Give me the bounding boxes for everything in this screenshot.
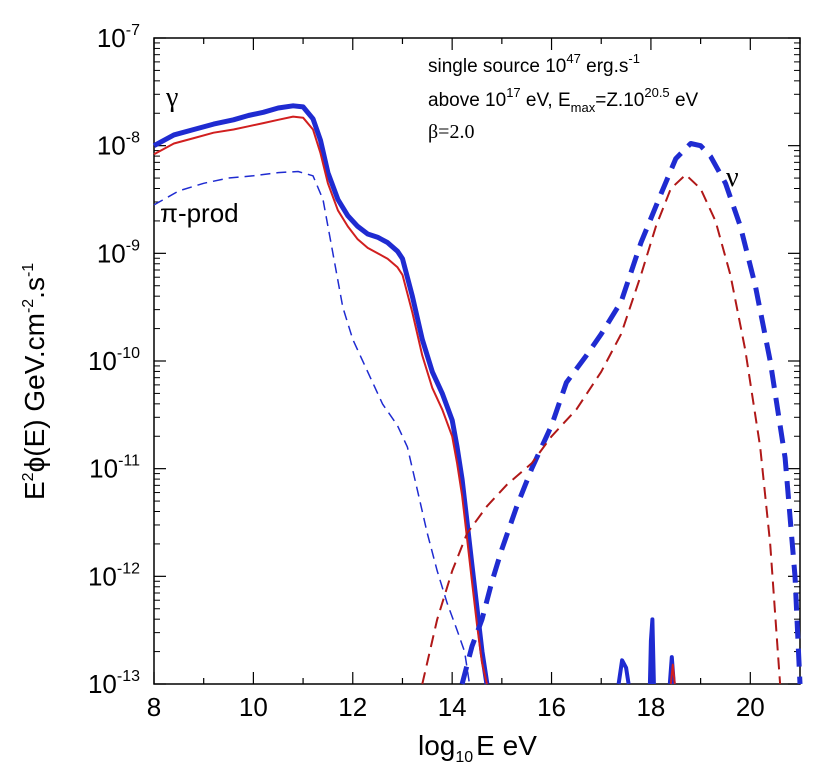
label-pi-prod: π-prod (160, 198, 239, 228)
x-tick-label: 8 (147, 692, 161, 722)
series-line-0 (152, 103, 490, 685)
x-tick-label: 12 (338, 692, 367, 722)
y-tick-label: 10-11 (89, 453, 140, 484)
annotation-beta: β=2.0 (428, 121, 474, 143)
series-line-8 (669, 663, 676, 685)
x-tick-label: 18 (636, 692, 665, 722)
x-tick-label: 10 (239, 692, 268, 722)
series-group (152, 103, 803, 685)
y-tick-label: 10-8 (97, 130, 140, 161)
series-line-1 (153, 115, 488, 685)
series-line-5 (616, 658, 631, 685)
y-tick-label: 10-12 (88, 560, 140, 591)
label-gamma: γ (165, 82, 178, 113)
x-tick-labels: 8 10 12 14 16 18 20 (147, 692, 765, 722)
x-tick-label: 20 (736, 692, 765, 722)
series-line-2 (153, 170, 471, 685)
series-line-3 (459, 141, 803, 685)
series-line-6 (647, 617, 656, 685)
y-tick-label: 10-7 (97, 22, 140, 53)
x-tick-label: 16 (537, 692, 566, 722)
series-line-4 (421, 173, 782, 685)
y-tick-labels: 10-7 10-8 10-9 10-10 10-11 10-12 10-13 (88, 22, 140, 699)
y-tick-label: 10-9 (97, 237, 140, 268)
annotation-source-luminosity: single source 1047 erg.s-1 (428, 51, 640, 77)
y-tick-label: 10-10 (88, 345, 140, 376)
annotation-energy-range: above 1017 eV, Emax=Z.1020.5 eV (428, 85, 699, 115)
y-axis-title: E2ϕ(E) GeV.cm-2.s-1 (19, 263, 50, 500)
x-tick-label: 14 (438, 692, 467, 722)
x-axis-title: log10 E eV (418, 730, 537, 766)
y-tick-label: 10-13 (88, 668, 140, 699)
label-nu: ν (726, 162, 739, 193)
